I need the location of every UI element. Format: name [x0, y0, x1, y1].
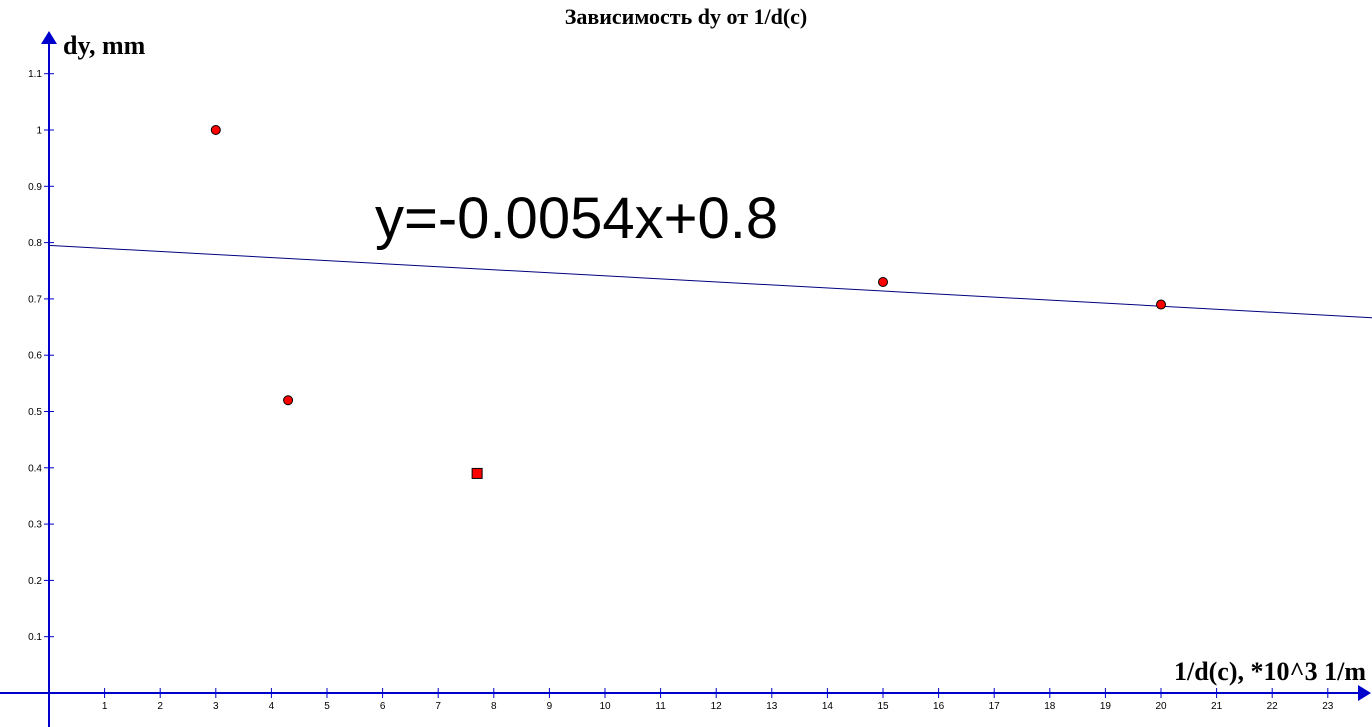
- x-tick-label: 14: [822, 701, 834, 712]
- x-tick-label: 23: [1322, 701, 1334, 712]
- y-tick-label: 1: [36, 126, 42, 137]
- chart-marks: 1 2 3 4 5 6 7 8 9 10 11 12 13 14 15 16 17 18 19 20 21 22 230.1…: [0, 31, 1372, 727]
- x-tick-label: 21: [1211, 701, 1223, 712]
- data-point-square: [471, 467, 483, 479]
- y-tick-label: 0.1: [28, 632, 42, 643]
- y-tick-label: 0.4: [28, 463, 42, 474]
- x-tick-label: 1: [102, 701, 108, 712]
- x-tick-label: 15: [877, 701, 889, 712]
- chart-title: Зависимость dy от 1/d(c): [565, 4, 808, 29]
- data-point: [878, 277, 888, 288]
- x-tick-label: 10: [599, 701, 611, 712]
- x-tick-label: 6: [380, 701, 386, 712]
- x-tick-label: 18: [1044, 701, 1056, 712]
- x-tick-label: 2: [157, 701, 163, 712]
- x-tick-label: 8: [491, 701, 497, 712]
- x-tick-label: 3: [213, 701, 219, 712]
- y-tick-label: 0.5: [28, 407, 42, 418]
- y-tick-label: 0.6: [28, 351, 42, 362]
- data-point: [210, 125, 221, 135]
- y-tick-label: 0.3: [28, 520, 42, 531]
- y-tick-label: 0.8: [28, 238, 42, 249]
- x-tick-label: 13: [766, 701, 778, 712]
- x-tick-label: 4: [269, 701, 275, 712]
- y-tick-label: 0.9: [28, 182, 42, 193]
- trendline-equation: y=-0.0054x+0.8: [375, 186, 778, 251]
- y-tick-label: 1.1: [28, 69, 42, 80]
- y-axis-arrow: [41, 31, 57, 44]
- y-tick-label: 0.7: [28, 294, 42, 305]
- y-axis-title: dy, mm: [63, 31, 146, 60]
- x-tick-label: 11: [655, 701, 666, 712]
- data-point: [1156, 299, 1166, 310]
- x-tick-label: 7: [435, 701, 441, 712]
- x-tick-label: 12: [711, 701, 723, 712]
- y-tick-label: 0.2: [28, 576, 42, 587]
- x-axis-arrow: [1358, 685, 1371, 701]
- x-tick-label: 16: [933, 701, 945, 712]
- x-tick-label: 9: [547, 701, 553, 712]
- x-tick-label: 22: [1267, 701, 1279, 712]
- x-tick-label: 20: [1155, 701, 1167, 712]
- x-tick-label: 5: [324, 701, 330, 712]
- trendline: [48, 244, 1372, 319]
- x-tick-label: 17: [989, 701, 1001, 712]
- data-point: [283, 395, 294, 406]
- x-tick-label: 19: [1100, 701, 1112, 712]
- x-axis-title: 1/d(c), *10^3 1/m: [1174, 657, 1366, 686]
